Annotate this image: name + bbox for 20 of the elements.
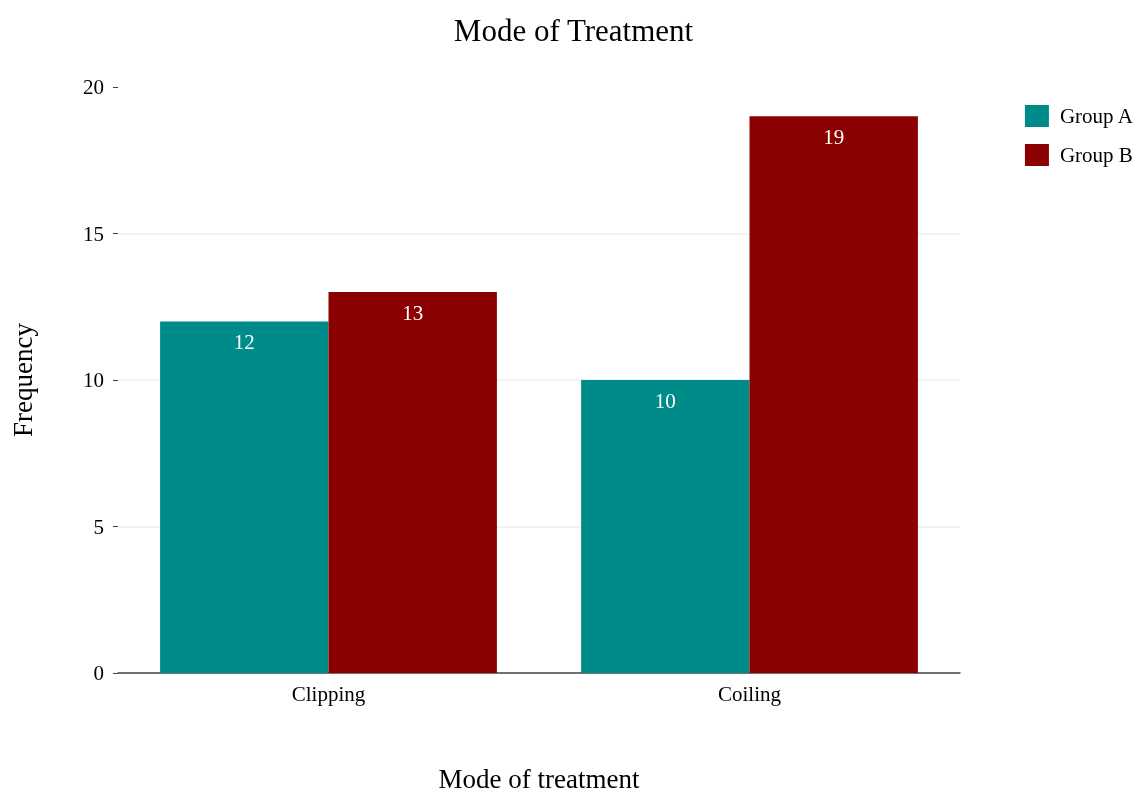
- data-label: 13: [402, 300, 424, 325]
- data-label: 19: [823, 124, 845, 149]
- x-tick-label: Clipping: [291, 681, 366, 706]
- x-tick-label: Coiling: [717, 681, 782, 706]
- legend-label: Group A: [1059, 104, 1134, 128]
- bar: [160, 321, 329, 673]
- bar: [749, 116, 918, 673]
- y-tick-label: 20: [83, 75, 104, 99]
- y-tick-label: 0: [93, 661, 104, 685]
- y-tick-label: 5: [93, 514, 104, 539]
- y-tick-label: 15: [83, 221, 104, 246]
- data-label: 10: [654, 388, 676, 413]
- bar: [328, 292, 497, 673]
- y-axis-title: Frequency: [7, 322, 38, 437]
- y-tick-label: 10: [83, 368, 104, 392]
- x-axis-title: Mode of treatment: [438, 763, 640, 794]
- bar: [581, 380, 750, 673]
- legend-label: Group B: [1059, 143, 1133, 167]
- data-label: 12: [233, 329, 255, 354]
- chart-title: Mode of Treatment: [453, 13, 694, 48]
